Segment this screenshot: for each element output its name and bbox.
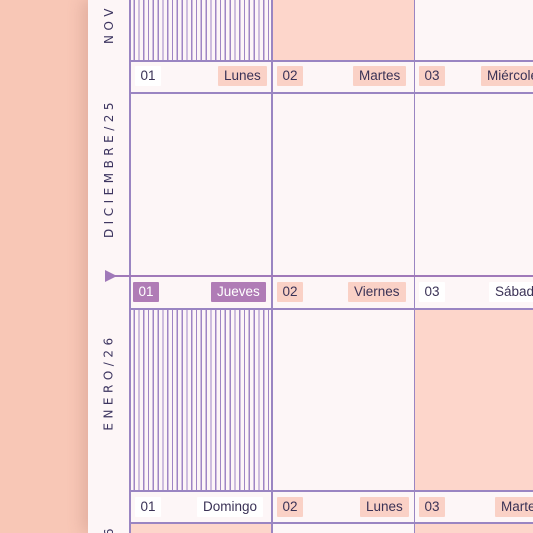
day-number: 03 [419, 66, 445, 86]
day-name: Viernes [348, 282, 406, 302]
day-header-row: 01 Domingo 02 Lunes 03 Martes [88, 497, 533, 517]
day-name: Domingo [197, 497, 264, 517]
day-name: Miércoles [481, 66, 533, 86]
day-name: Martes [495, 497, 533, 517]
day-number: 01 [133, 282, 159, 302]
day-name: Jueves [211, 282, 266, 302]
day-header-row: 01 Jueves 02 Viernes 03 Sábado [88, 282, 533, 302]
month-label-diciembre: DICIEMBRE/25 [102, 97, 117, 239]
day-number: 02 [277, 282, 303, 302]
grid-line-row-2-bottom [129, 308, 533, 310]
hatched-cell-nov-1 [130, 0, 271, 60]
month-label-cut: 6 [101, 523, 116, 533]
weekend-cell-next-1 [130, 523, 271, 533]
weekend-cell-nov-2 [272, 0, 414, 60]
grid-line-left [129, 0, 131, 533]
day-number: 03 [419, 497, 445, 517]
day-number: 03 [419, 282, 445, 302]
weekend-cell-next-3 [415, 523, 533, 533]
grid-line-col-1 [271, 0, 273, 533]
day-name: Lunes [360, 497, 409, 517]
day-number: 02 [277, 497, 303, 517]
triangle-pointer-icon [105, 270, 117, 282]
day-name: Lunes [218, 66, 267, 86]
calendar-page: NOV DICIEMBRE/25 ENERO/26 6 01 Lunes 02 … [88, 0, 533, 533]
grid-line-row-1-top [129, 60, 533, 62]
day-number: 01 [135, 66, 161, 86]
grid-line-col-2 [413, 0, 415, 533]
grid-line-row-1-bottom [129, 92, 533, 94]
hatched-cell-jan-1 [130, 309, 271, 490]
month-label-nov: NOV [101, 4, 116, 44]
day-header-row: 01 Lunes 02 Martes 03 Miércoles [88, 66, 533, 86]
grid-line-row-3-bottom [129, 522, 533, 524]
day-number: 02 [277, 66, 303, 86]
month-label-enero: ENERO/26 [102, 333, 116, 431]
day-number: 01 [135, 497, 161, 517]
weekend-cell-jan-3 [415, 309, 533, 490]
grid-line-row-3-top [129, 490, 533, 492]
day-name: Martes [353, 66, 407, 86]
grid-line-month-divider [108, 275, 533, 277]
day-name: Sábado [489, 282, 533, 302]
